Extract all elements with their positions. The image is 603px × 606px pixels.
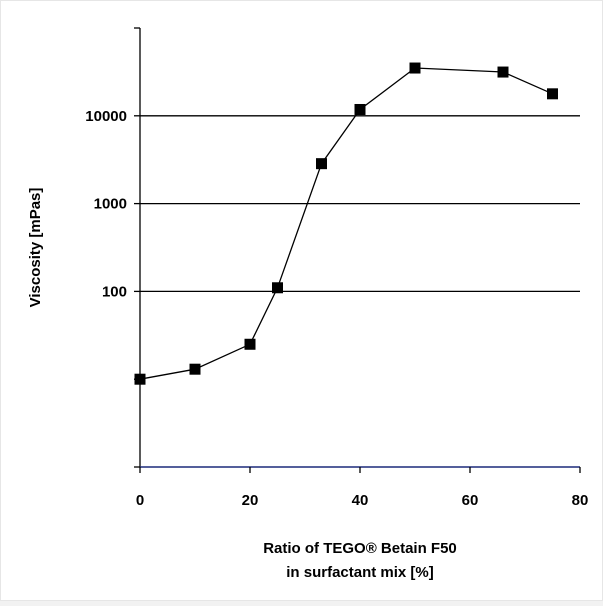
x-tick-label: 80 [572,492,589,509]
data-point [190,364,201,375]
y-axis-title: Viscosity [mPas] [27,188,44,308]
y-tick-label: 100 [102,283,127,300]
data-point [355,104,366,115]
data-point [498,67,509,78]
x-tick-label: 0 [136,492,144,509]
data-point [135,374,146,385]
data-point [316,158,327,169]
x-axis-title-line-1: Ratio of TEGO® Betain F50 [263,540,457,557]
y-tick-label: 1000 [94,196,127,213]
data-point [245,339,256,350]
x-tick-label: 20 [242,492,259,509]
x-tick-label: 60 [462,492,479,509]
x-tick-label: 40 [352,492,369,509]
y-tick-label: 10000 [85,108,127,125]
x-axis-title-line-2: in surfactant mix [%] [286,564,434,581]
data-point [272,282,283,293]
data-point [547,88,558,99]
data-point [410,63,421,74]
